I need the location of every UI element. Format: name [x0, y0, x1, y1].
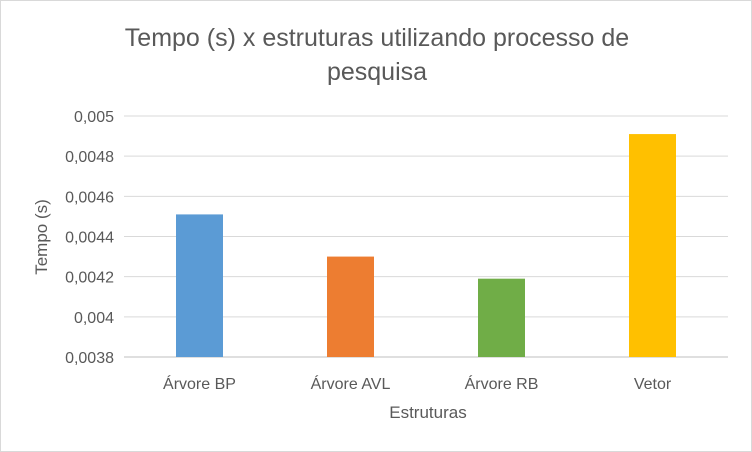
- y-tick-labels: 0,0038 0,004 0,0042 0,0044 0,0046 0,0048 0,005: [65, 109, 114, 367]
- x-axis-title: Estruturas: [389, 403, 466, 422]
- x-tick-label: Árvore RB: [465, 374, 539, 393]
- bar: [629, 134, 676, 357]
- bar: [176, 214, 223, 357]
- y-tick-label: 0,004: [74, 310, 114, 327]
- bars: [176, 134, 676, 357]
- y-tick-label: 0,0046: [65, 189, 114, 206]
- x-tick-label: Vetor: [634, 376, 672, 393]
- y-tick-label: 0,0038: [65, 350, 114, 367]
- chart-title-line-2: pesquisa: [326, 58, 428, 86]
- x-tick-label: Árvore BP: [163, 374, 236, 393]
- bar: [478, 278, 525, 357]
- y-tick-label: 0,0048: [65, 149, 114, 166]
- y-axis-title: Tempo (s): [32, 199, 51, 275]
- bar: [327, 256, 374, 357]
- x-tick-label: Árvore AVL: [311, 374, 391, 393]
- x-tick-labels: Árvore BP Árvore AVL Árvore RB Vetor: [163, 374, 672, 393]
- chart-title-line-1: Tempo (s) x estruturas utilizando proces…: [124, 24, 630, 52]
- y-tick-label: 0,0042: [65, 270, 114, 287]
- chart-title: Tempo (s) x estruturas utilizando proces…: [1, 21, 752, 89]
- y-tick-label: 0,0044: [65, 230, 114, 247]
- gridlines: [124, 115, 728, 358]
- y-tick-label: 0,005: [74, 109, 114, 126]
